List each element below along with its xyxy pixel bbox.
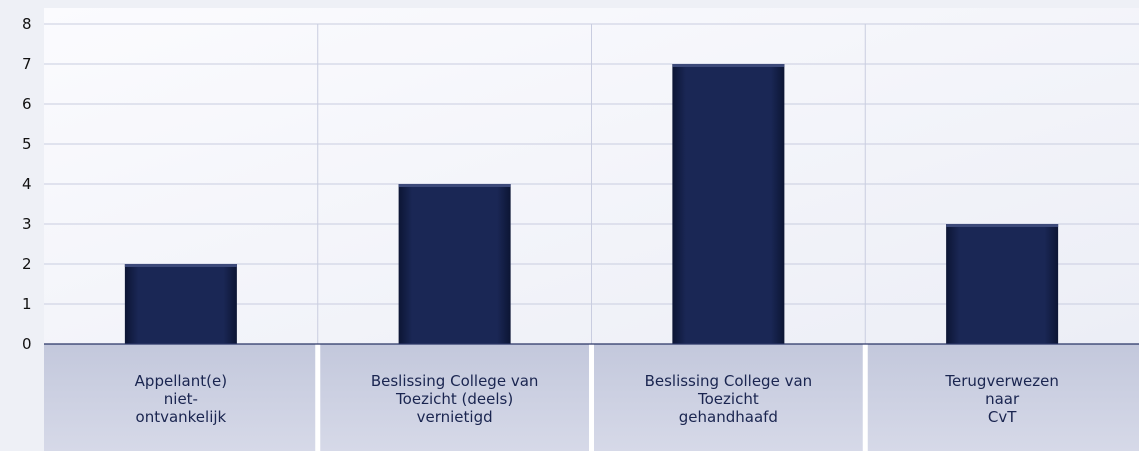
bar (946, 224, 1059, 344)
x-category-label: Appellant(e) niet- ontvankelijk (134, 372, 228, 426)
bar-top-highlight (124, 264, 237, 267)
y-tick-label: 8 (22, 15, 32, 33)
category-separators (315, 24, 868, 451)
y-tick-label: 2 (22, 255, 32, 273)
y-tick-label: 3 (22, 215, 32, 233)
bar (672, 64, 785, 344)
x-category-label: Beslissing College van Toezicht (deels) … (370, 372, 539, 426)
bar (398, 184, 511, 344)
x-category-label: Terugverwezen naar CvT (945, 372, 1059, 426)
y-axis-ticks: 0 1 2 3 4 5 6 7 8 (22, 15, 32, 353)
bar-top-highlight (398, 184, 511, 187)
bar-top-highlight (672, 64, 785, 67)
y-tick-label: 4 (22, 175, 32, 193)
y-tick-label: 5 (22, 135, 32, 153)
bar (124, 264, 237, 344)
bars (124, 64, 1059, 344)
y-tick-label: 7 (22, 55, 32, 73)
x-category-label: Beslissing College van Toezicht gehandha… (644, 372, 813, 426)
y-tick-label: 1 (22, 295, 32, 313)
y-tick-label: 0 (22, 335, 32, 353)
y-tick-label: 6 (22, 95, 32, 113)
bar-top-highlight (946, 224, 1059, 227)
